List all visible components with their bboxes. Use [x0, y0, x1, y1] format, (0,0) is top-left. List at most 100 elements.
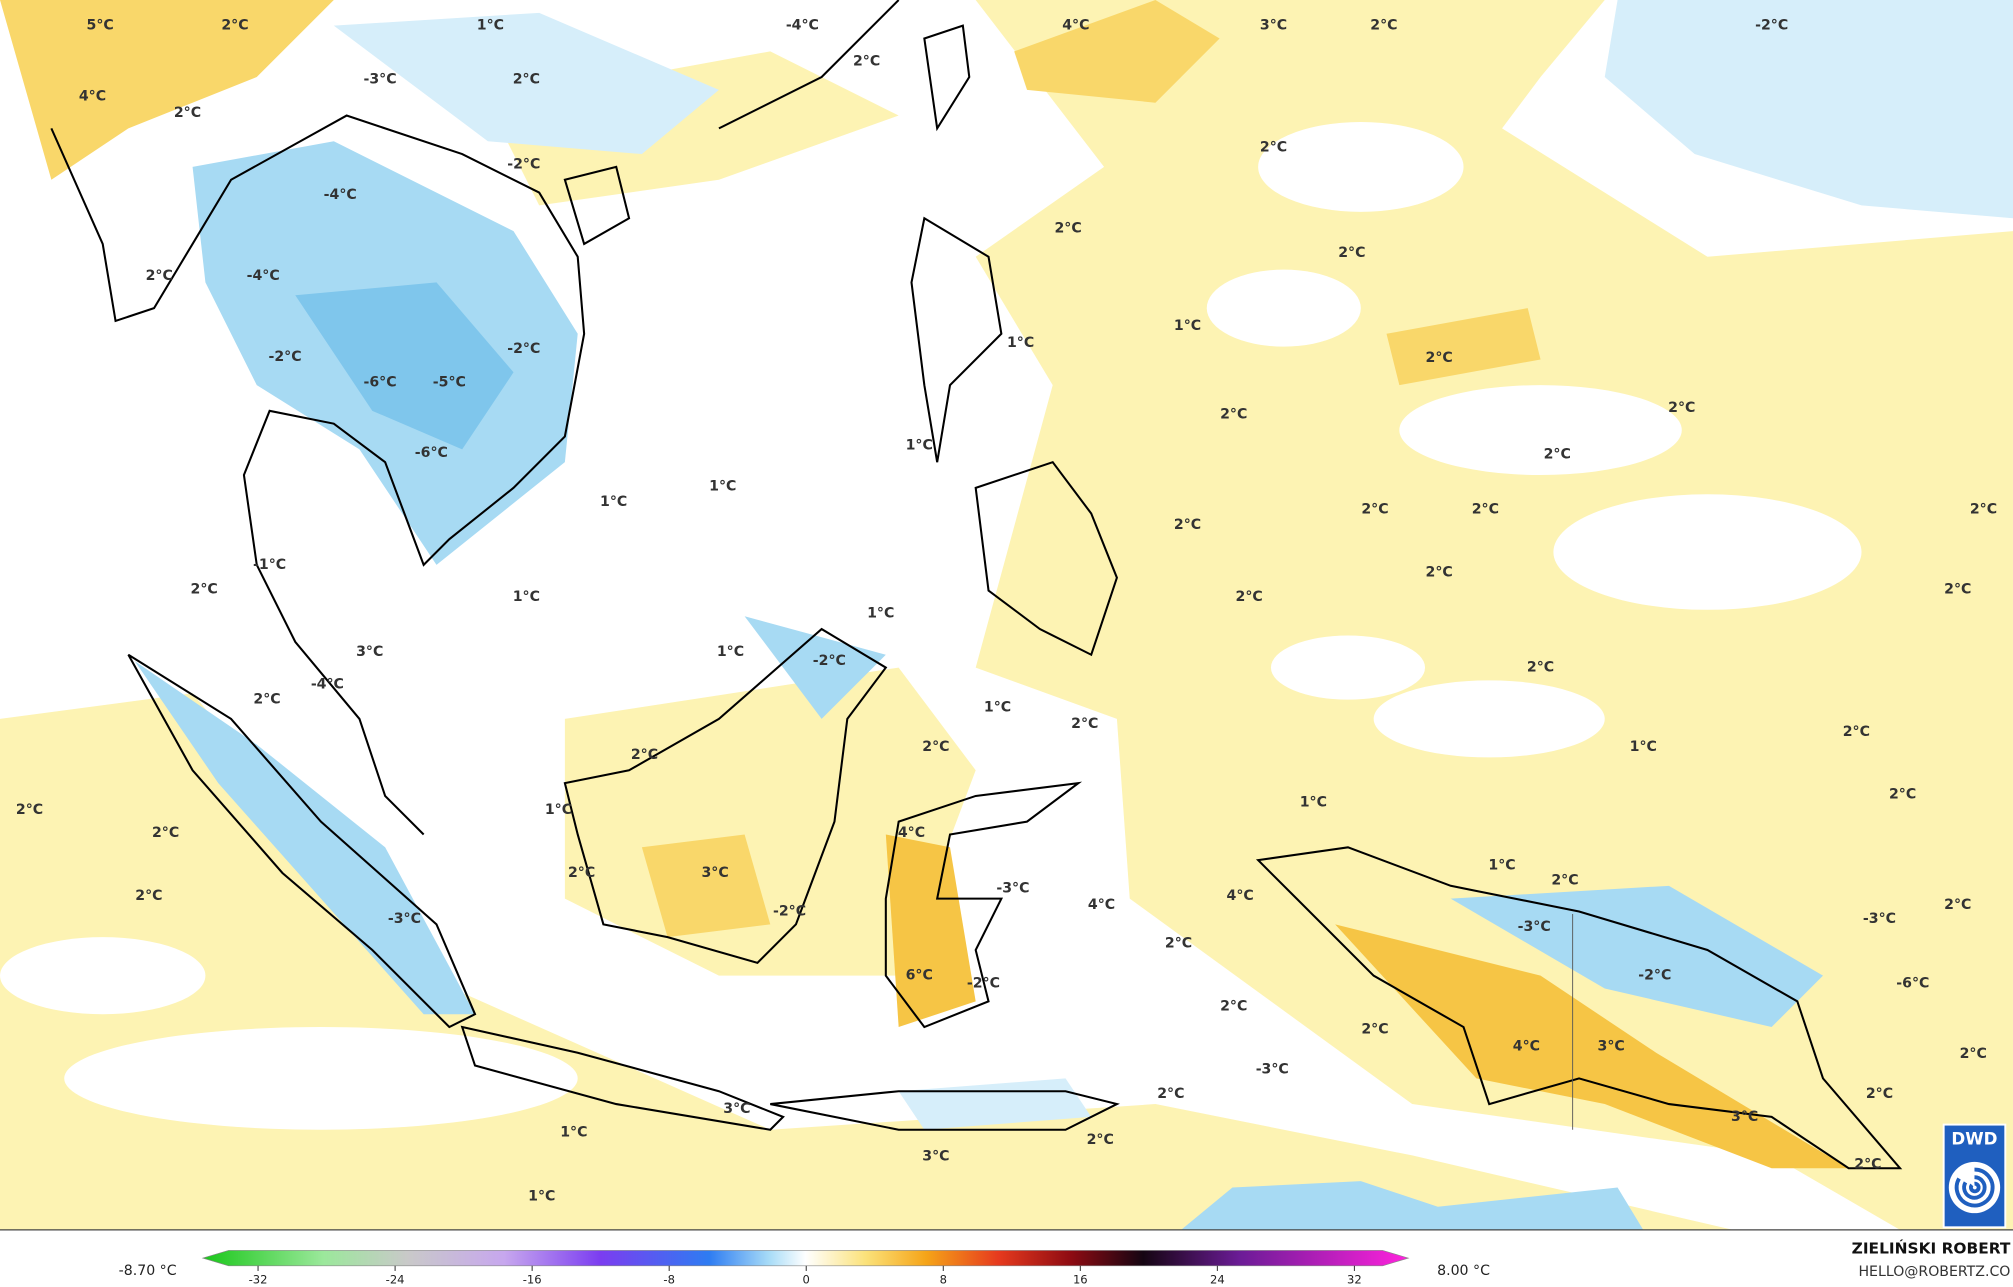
temperature-label: -2°C [507, 341, 540, 357]
credit-author: ZIELIŃSKI ROBERT [1852, 1239, 2011, 1258]
temperature-label: 3°C [922, 1149, 949, 1165]
temperature-label: 2°C [1866, 1086, 1893, 1102]
temperature-label: 2°C [513, 72, 540, 88]
temperature-label: 2°C [1370, 18, 1397, 34]
temperature-label: 2°C [146, 268, 173, 284]
temperature-label: 2°C [221, 18, 248, 34]
temperature-label: 2°C [1889, 787, 1916, 803]
temperature-label: 2°C [853, 54, 880, 70]
temperature-label: 3°C [1598, 1038, 1625, 1054]
temperature-label: 2°C [1087, 1132, 1114, 1148]
coastlines [50, 0, 1903, 1170]
colorbar [201, 1250, 1410, 1267]
temperature-label: 1°C [984, 699, 1011, 715]
temperature-label: 3°C [356, 644, 383, 660]
temperature-label: 2°C [1944, 581, 1971, 597]
temperature-label: 2°C [16, 802, 43, 818]
dwd-logo: DWD [1942, 1123, 2007, 1229]
temperature-label: 4°C [1227, 888, 1254, 904]
temperature-label: 2°C [1551, 873, 1578, 889]
colorbar-tick-label: 24 [1210, 1272, 1225, 1286]
temperature-label: 4°C [898, 825, 925, 841]
temperature-label: 2°C [191, 581, 218, 597]
temperature-label: 1°C [560, 1124, 587, 1140]
temperature-label: -5°C [433, 375, 466, 391]
temperature-label: -4°C [324, 187, 357, 203]
temperature-label: 2°C [1361, 1022, 1388, 1038]
temperature-label: 6°C [906, 968, 933, 984]
temperature-label: -4°C [247, 268, 280, 284]
temperature-label: -2°C [1638, 968, 1671, 984]
temperature-label: -2°C [507, 156, 540, 172]
temperature-label: 2°C [1426, 565, 1453, 581]
temperature-label: 2°C [152, 825, 179, 841]
temperature-label: 3°C [1731, 1109, 1758, 1125]
temperature-label: 4°C [1062, 18, 1089, 34]
logo-text: DWD [1951, 1130, 1997, 1149]
temperature-label: 2°C [1055, 221, 1082, 237]
map-background [0, 0, 2013, 1230]
temperature-label: 3°C [1260, 18, 1287, 34]
temperature-label: 1°C [545, 802, 572, 818]
colorbar-min-label: -8.70 °C [119, 1263, 177, 1279]
map-labels: 5°C 2°C 1°C -4°C 4°C 3°C 2°C -2°C 4°C -3°C 2°C 2°C 2… [16, 18, 1997, 1205]
temperature-label: 1°C [1007, 335, 1034, 351]
temperature-label: 2°C [568, 865, 595, 881]
temperature-label: 2°C [1960, 1046, 1987, 1062]
temperature-label: 1°C [1174, 318, 1201, 334]
colorbar-max-label: 8.00 °C [1437, 1263, 1490, 1279]
temperature-label: 2°C [631, 747, 658, 763]
temperature-label: 2°C [1544, 446, 1571, 462]
temperature-label: 3°C [723, 1101, 750, 1117]
temperature-label: 2°C [1843, 724, 1870, 740]
temperature-label: 2°C [1157, 1086, 1184, 1102]
temperature-label: 2°C [1472, 502, 1499, 518]
temperature-label: 3°C [701, 865, 728, 881]
temperature-label: 2°C [174, 105, 201, 121]
colorbar-tick-label: -24 [386, 1272, 405, 1286]
temperature-label: 1°C [477, 18, 504, 34]
temperature-label: 1°C [717, 644, 744, 660]
temperature-label: 2°C [1970, 502, 1997, 518]
colorbar-tick-label: 16 [1073, 1272, 1088, 1286]
temperature-label: 2°C [1071, 716, 1098, 732]
colorbar-tick-label: -16 [523, 1272, 542, 1286]
temperature-label: 2°C [1165, 936, 1192, 952]
temperature-label: 2°C [253, 692, 280, 708]
temperature-label: 1°C [600, 494, 627, 510]
credit-contact: HELLO@ROBERTZ.CO [1858, 1264, 2010, 1280]
colorbar-tick-label: 32 [1347, 1272, 1362, 1286]
temperature-label: 1°C [513, 589, 540, 605]
temperature-label: 5°C [87, 18, 114, 34]
temperature-label: -3°C [388, 911, 421, 927]
temperature-label: -2°C [1755, 18, 1788, 34]
temperature-label: -3°C [1863, 911, 1896, 927]
temperature-label: 2°C [1361, 502, 1388, 518]
temperature-label: -2°C [773, 903, 806, 919]
temperature-label: 1°C [709, 479, 736, 495]
temperature-label: 1°C [1630, 739, 1657, 755]
temperature-label: 2°C [135, 888, 162, 904]
temperature-label: 2°C [1174, 517, 1201, 533]
temperature-label: 2°C [1854, 1156, 1881, 1172]
temperature-label: 2°C [1426, 350, 1453, 366]
temperature-label: 1°C [867, 606, 894, 622]
temperature-label: 1°C [906, 437, 933, 453]
temperature-label: 2°C [1260, 140, 1287, 156]
temperature-label: -2°C [268, 349, 301, 365]
temperature-label: 2°C [1220, 998, 1247, 1014]
temperature-label: -6°C [1896, 975, 1929, 991]
temperature-label: 2°C [1236, 589, 1263, 605]
temperature-label: -3°C [363, 72, 396, 88]
colorbar-ticks: -32 -24 -16 -8 0 8 16 24 32 [249, 1265, 1362, 1286]
temperature-label: 1°C [528, 1188, 555, 1204]
temperature-label: 2°C [1338, 245, 1365, 261]
temperature-label: -6°C [363, 375, 396, 391]
temperature-label: 2°C [922, 739, 949, 755]
colorbar-tick-label: 8 [940, 1272, 947, 1286]
temperature-label: -3°C [1256, 1061, 1289, 1077]
temperature-label: 1°C [1488, 857, 1515, 873]
temperature-label: 2°C [1527, 660, 1554, 676]
